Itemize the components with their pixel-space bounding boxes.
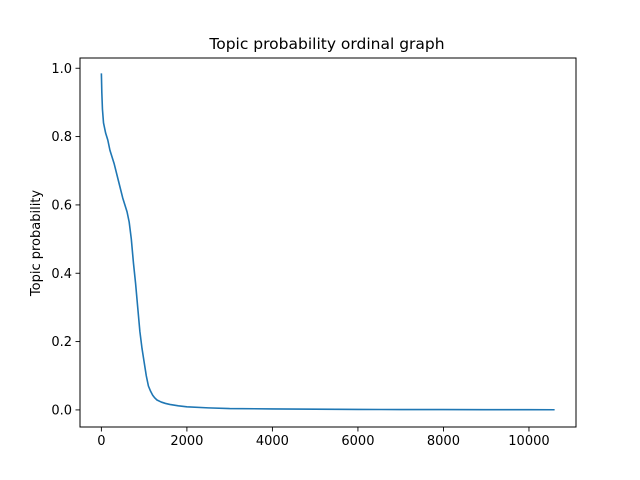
y-tick-label: 0.4 <box>51 267 72 282</box>
plot-area <box>100 73 555 411</box>
x-tick-label: 10000 <box>508 434 549 449</box>
y-tick-label: 0.6 <box>51 198 72 213</box>
series-line-0 <box>100 73 555 411</box>
x-tick-label: 2000 <box>170 434 203 449</box>
plot-frame <box>79 57 577 428</box>
y-tick-label: 0.2 <box>51 335 72 350</box>
y-tick-label: 1.0 <box>51 62 72 77</box>
chart-title: Topic probability ordinal graph <box>208 35 444 53</box>
x-tick-label: 8000 <box>427 434 460 449</box>
x-tick-label: 4000 <box>256 434 289 449</box>
axes-ticks: 0 2000 4000 6000 8000 10000 0.0 0.2 0.4 0.6 0.8 1.0 <box>51 62 549 449</box>
y-tick-label: 0.0 <box>51 403 72 418</box>
y-tick-label: 0.8 <box>51 130 72 145</box>
y-axis-label: Topic probability <box>29 190 44 297</box>
x-tick-label: 0 <box>97 434 105 449</box>
x-tick-label: 6000 <box>341 434 374 449</box>
